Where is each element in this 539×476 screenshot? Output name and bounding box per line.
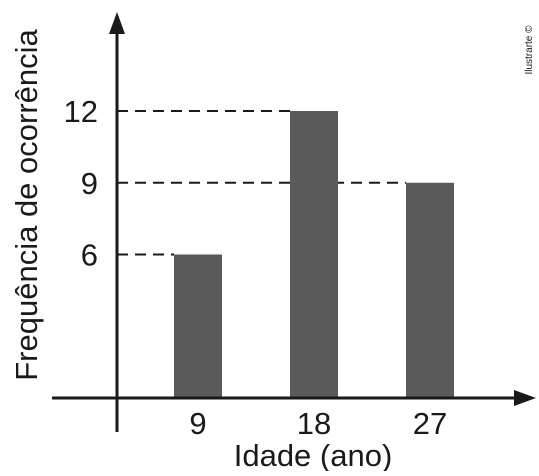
y-tick-label-12: 12 bbox=[64, 94, 98, 129]
bar-27 bbox=[406, 182, 454, 398]
bar-18 bbox=[290, 111, 338, 398]
y-axis-arrow-icon bbox=[109, 12, 125, 34]
y-tick-label-6: 6 bbox=[81, 238, 98, 273]
x-tick-label-9: 9 bbox=[189, 406, 206, 441]
x-axis-arrow-icon bbox=[514, 390, 536, 406]
x-tick-labels: 9 18 27 bbox=[189, 406, 447, 441]
y-tick-label-9: 9 bbox=[81, 166, 98, 201]
x-tick-label-18: 18 bbox=[297, 406, 331, 441]
reference-lines bbox=[117, 110, 406, 256]
bars-group bbox=[174, 111, 454, 398]
bar-9 bbox=[174, 254, 222, 398]
y-axis-label: Frequência de ocorrência bbox=[9, 28, 44, 380]
x-tick-label-27: 27 bbox=[413, 406, 447, 441]
y-tick-labels: 6 9 12 bbox=[64, 94, 98, 273]
watermark: Ilustrarte © bbox=[524, 25, 535, 75]
x-axis-label: Idade (ano) bbox=[234, 438, 393, 471]
